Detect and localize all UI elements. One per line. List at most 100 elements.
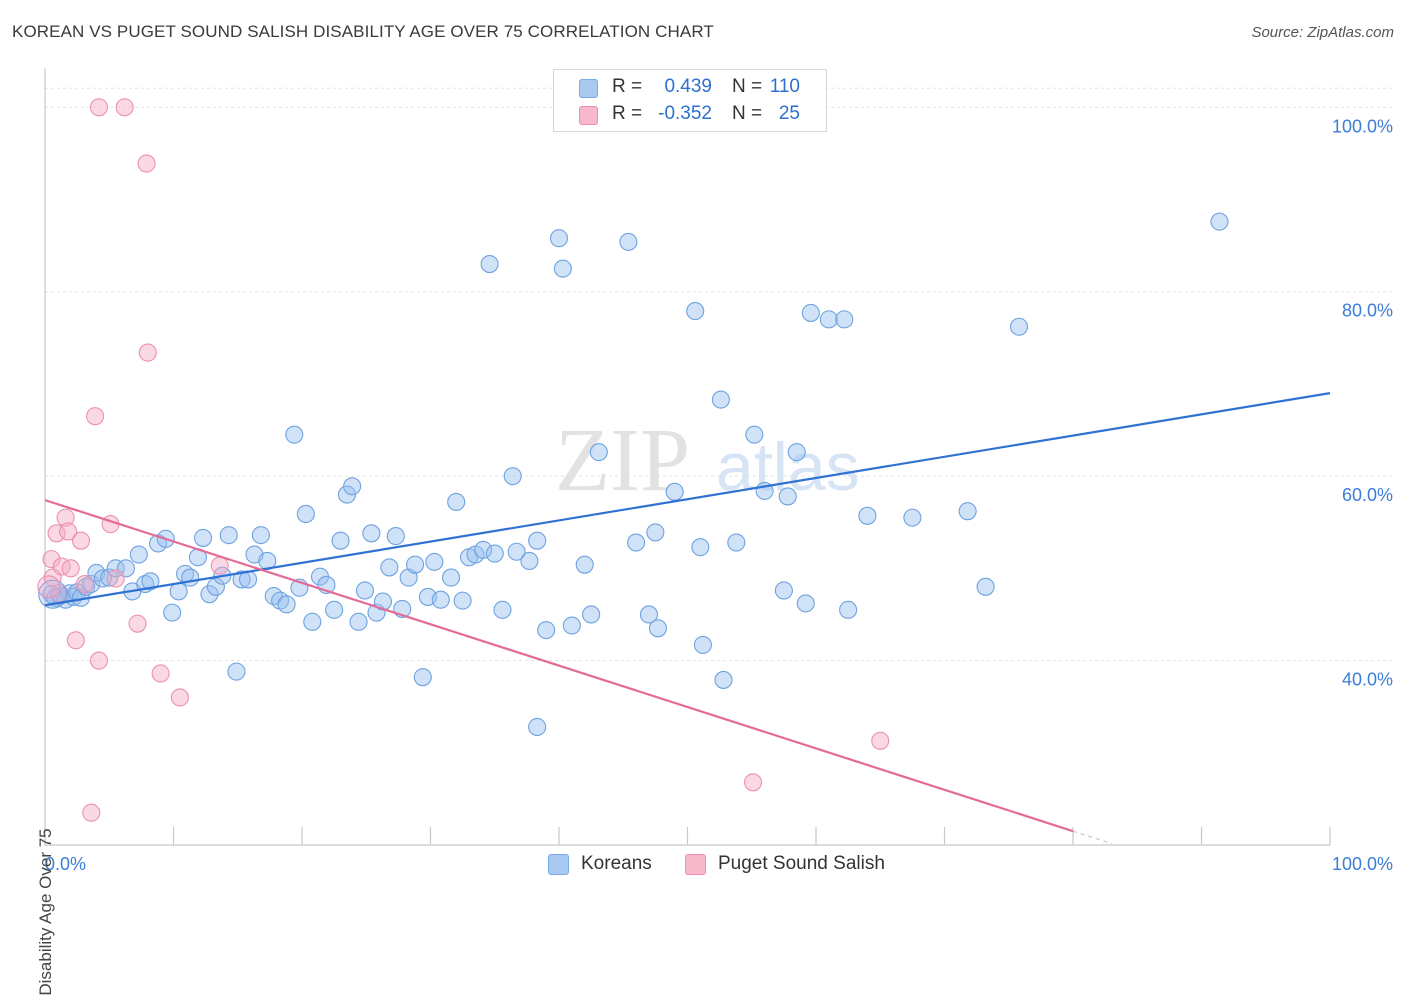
- korean-point: [194, 528, 213, 547]
- puget-point: [52, 557, 71, 576]
- puget-point: [82, 803, 101, 822]
- korean-point: [343, 477, 362, 496]
- korean-point: [976, 577, 995, 596]
- tick-labels: 40.0% 60.0% 80.0% 100.0% 0.0% 100.0%: [45, 116, 1393, 874]
- korean-point: [447, 492, 466, 512]
- korean-point: [714, 670, 733, 689]
- legend-n-label: N =: [732, 76, 763, 97]
- korean-point: [264, 586, 283, 606]
- puget-point: [42, 550, 61, 569]
- korean-point: [93, 569, 112, 588]
- puget-point: [89, 98, 109, 117]
- korean-point: [537, 621, 556, 640]
- puget-point: [61, 559, 80, 578]
- korean-point: [106, 559, 125, 578]
- bottom-legend-label: Koreans: [581, 853, 652, 874]
- korean-point: [442, 568, 461, 587]
- korean-point: [413, 668, 432, 687]
- puget-point: [59, 522, 78, 541]
- bottom-legend-swatch-blue: [548, 854, 569, 875]
- legend-row-koreans: R = 0.439 N = 110: [554, 74, 826, 100]
- korean-point: [219, 526, 238, 545]
- korean-point: [575, 555, 594, 574]
- korean-point: [485, 544, 504, 563]
- puget-point: [137, 154, 156, 173]
- korean-point: [693, 635, 712, 654]
- korean-point: [553, 259, 572, 278]
- legend-r-value: 0.439: [664, 76, 712, 97]
- legend-r-value: -0.352: [658, 103, 712, 124]
- korean-point: [425, 552, 444, 571]
- chart-title: KOREAN VS PUGET SOUND SALISH DISABILITY …: [12, 22, 714, 41]
- korean-point: [819, 310, 838, 329]
- bottom-legend-swatch-pink: [685, 854, 706, 875]
- puget-point: [743, 773, 763, 792]
- korean-point: [507, 542, 526, 561]
- korean-point: [691, 538, 710, 557]
- korean-point: [325, 600, 344, 619]
- korean-point: [386, 527, 405, 546]
- korean-point: [303, 612, 322, 631]
- y-tick-label: 100.0%: [1332, 116, 1393, 136]
- korean-point: [100, 568, 119, 587]
- y-axis-label: Disability Age Over 75: [36, 828, 55, 996]
- y-tick-label: 60.0%: [1342, 485, 1393, 505]
- korean-point: [349, 612, 368, 631]
- puget-point: [128, 614, 147, 633]
- x-tick-label: 0.0%: [45, 854, 86, 874]
- puget-point: [71, 531, 91, 550]
- korean-point: [727, 533, 746, 552]
- puget-point: [75, 574, 94, 594]
- korean-point: [285, 425, 304, 444]
- puget-point: [86, 407, 105, 426]
- korean-point: [839, 600, 858, 619]
- puget-trend-extension: [1072, 830, 1112, 845]
- puget-point: [56, 508, 75, 527]
- puget-point: [210, 556, 229, 575]
- korean-point: [296, 504, 315, 523]
- bottom-legend-label: Puget Sound Salish: [718, 853, 885, 874]
- puget-point: [106, 569, 125, 588]
- korean-point: [82, 574, 101, 594]
- legend-row-puget: R = -0.352 N = 25: [554, 101, 826, 127]
- korean-point: [503, 467, 522, 486]
- puget-point: [47, 524, 66, 543]
- korean-point: [796, 594, 815, 613]
- korean-point: [528, 717, 547, 737]
- korean-point: [355, 581, 375, 600]
- korean-point: [232, 570, 251, 589]
- korean-point: [858, 506, 877, 525]
- puget-point: [37, 575, 61, 599]
- korean-point: [665, 482, 684, 501]
- korean-point: [835, 310, 854, 329]
- puget-point: [89, 651, 109, 670]
- legend-n-label: N =: [732, 103, 763, 124]
- korean-point: [619, 232, 638, 251]
- y-tick-label: 40.0%: [1342, 670, 1393, 690]
- korean-point: [520, 551, 539, 571]
- korean-point: [1210, 212, 1229, 231]
- scatter-chart: ZIP atlas 40.0% 60.0% 80.0% 100.0% 0.0% 100.0…: [37, 68, 1395, 874]
- korean-point: [711, 390, 730, 409]
- trend-lines: [44, 392, 1331, 845]
- data-points: [37, 98, 1229, 822]
- korean-point: [474, 540, 493, 559]
- korean-point: [774, 581, 793, 600]
- korean-point: [958, 502, 977, 521]
- puget-point: [170, 688, 189, 707]
- korean-point: [745, 425, 764, 444]
- korean-point: [582, 605, 601, 624]
- korean-point: [480, 254, 499, 274]
- korean-point: [686, 302, 705, 321]
- korean-point: [181, 568, 200, 587]
- legend-n-value: 110: [769, 76, 800, 97]
- korean-point: [206, 577, 225, 596]
- watermark-zip: ZIP: [555, 411, 690, 510]
- korean-point: [528, 531, 547, 550]
- korean-point: [169, 582, 188, 601]
- korean-point: [639, 605, 659, 624]
- korean-point: [227, 662, 246, 681]
- watermark-atlas: atlas: [716, 429, 860, 505]
- puget-point: [151, 664, 170, 683]
- korean-point: [141, 572, 160, 591]
